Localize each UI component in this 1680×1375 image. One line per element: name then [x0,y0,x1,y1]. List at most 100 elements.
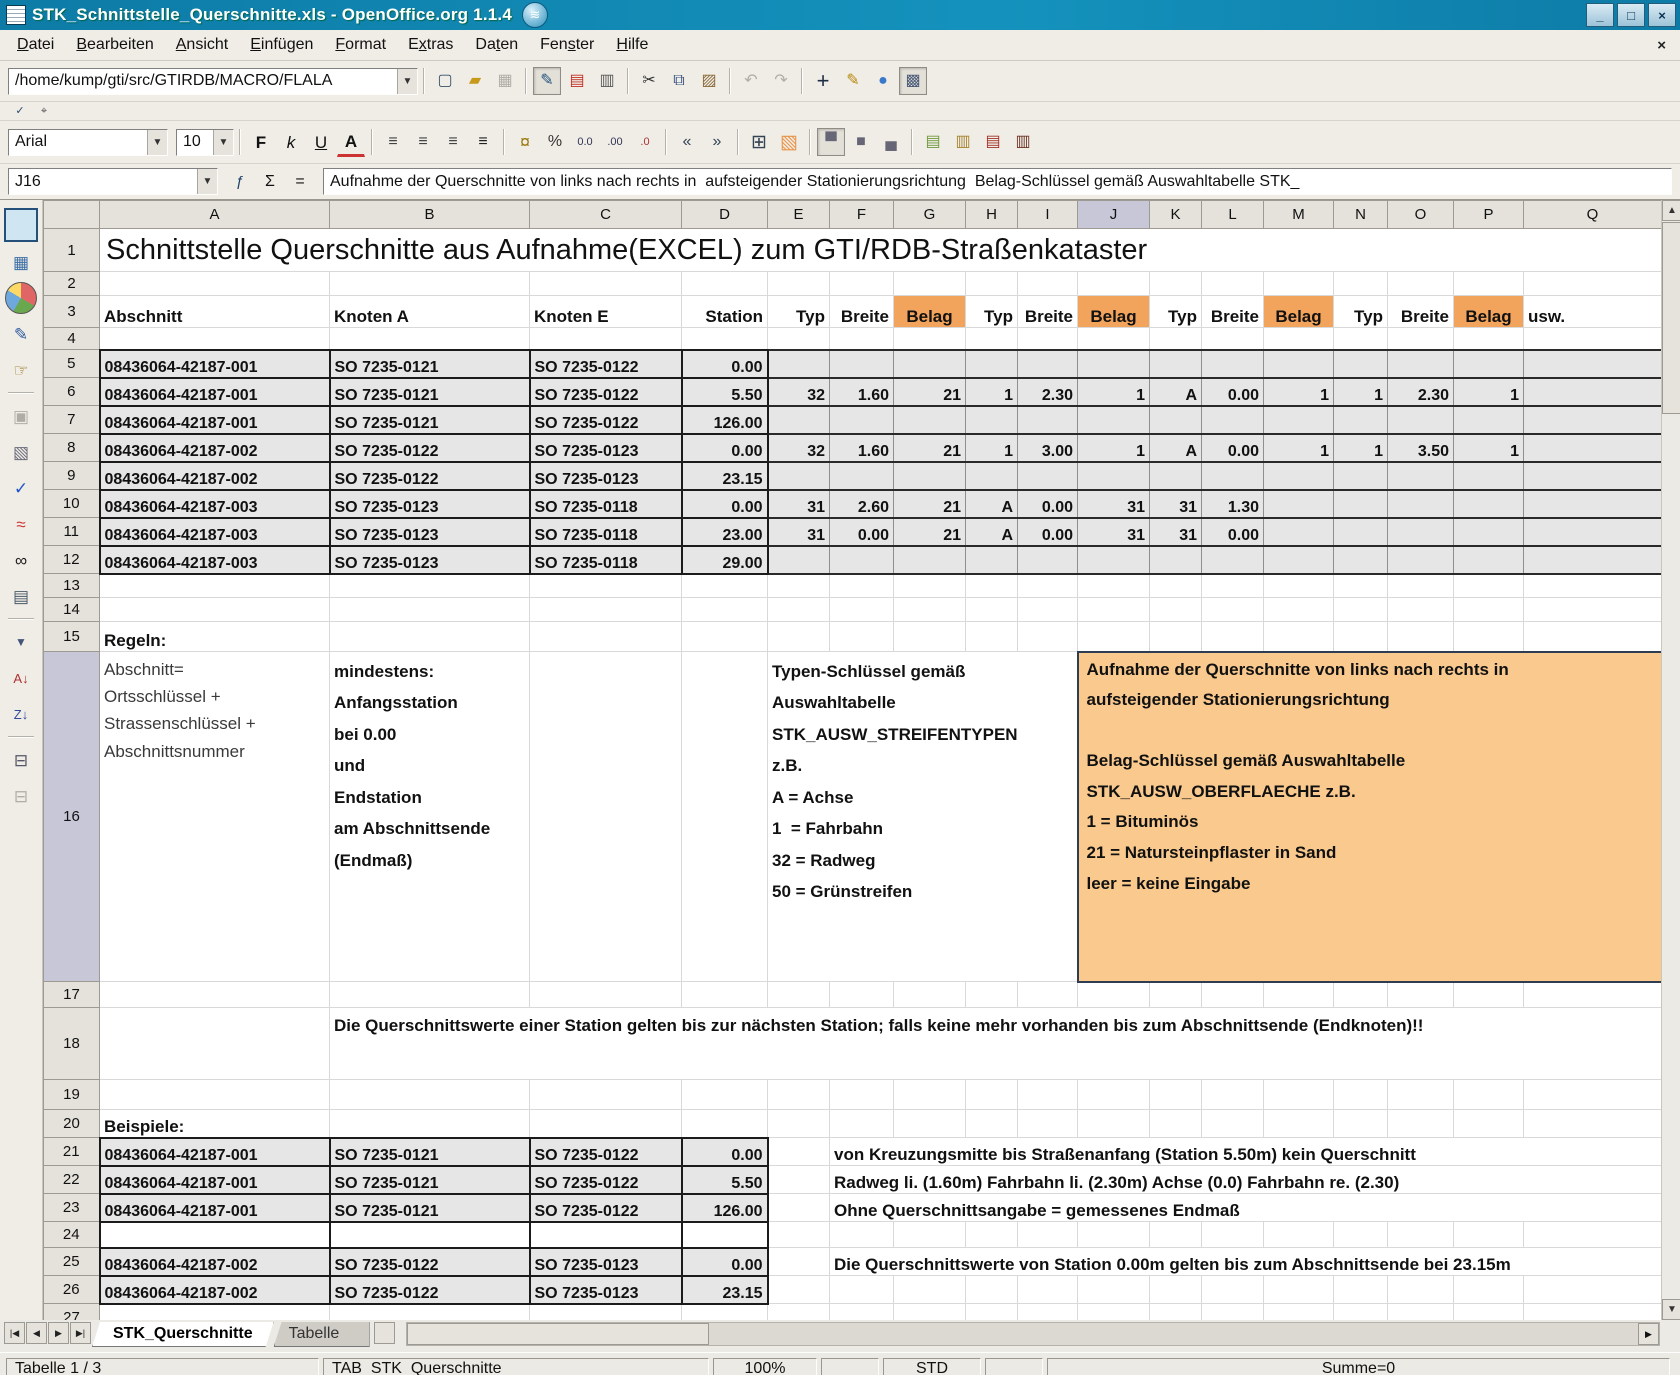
cell-E14[interactable] [767,597,830,622]
cell-Q8[interactable] [1523,432,1661,463]
cell-A3[interactable]: Abschnitt [99,295,330,328]
cell-A15[interactable]: Regeln: [99,621,330,652]
cell-N8[interactable]: 1 [1333,432,1388,463]
cell-O26[interactable] [1387,1275,1454,1304]
cell-O10[interactable] [1387,488,1454,519]
cell-K10[interactable]: 31 [1149,488,1202,519]
cell-M14[interactable] [1263,597,1334,622]
cell-L20[interactable] [1201,1109,1264,1138]
cell-P7[interactable] [1453,404,1524,435]
cell-D23[interactable]: 126.00 [680,1192,769,1223]
cell-E27[interactable] [767,1303,830,1320]
cell-H2[interactable] [965,271,1018,296]
cell-L2[interactable] [1201,271,1264,296]
cell-C12[interactable]: SO 7235-0118 [528,544,683,575]
cell-O3[interactable]: Breite [1387,295,1454,328]
cell-J20[interactable] [1077,1109,1150,1138]
cell-I24[interactable] [1017,1221,1078,1248]
cell-K17[interactable] [1149,981,1202,1008]
cell-Q15[interactable] [1523,621,1661,652]
align-left-icon[interactable]: ≡ [388,133,398,150]
cell-D15[interactable] [681,621,768,652]
url-value[interactable]: /home/kump/gti/src/GTIRDB/MACRO/FLALA [15,72,333,89]
cell-C2[interactable] [529,271,682,296]
cell-M11[interactable] [1263,516,1334,547]
cell-reference-dropdown-icon[interactable]: ▼ [197,169,217,194]
cell-L13[interactable] [1201,573,1264,598]
cell-D24[interactable] [680,1221,769,1248]
cell-Q26[interactable] [1523,1275,1661,1304]
cell-B8[interactable]: SO 7235-0122 [328,432,531,463]
cell-A20[interactable]: Beispiele: [99,1109,330,1138]
row-header-26[interactable]: 26 [43,1275,100,1304]
cell-E5[interactable] [767,348,830,379]
row-header-4[interactable]: 4 [43,327,100,350]
cell-K3[interactable]: Typ [1149,295,1202,328]
cell-Q19[interactable] [1523,1079,1661,1110]
cell-G11[interactable]: 21 [893,516,966,547]
cell-I3[interactable]: Breite [1017,295,1078,328]
cell-N14[interactable] [1333,597,1388,622]
cell-P4[interactable] [1453,327,1524,350]
minimize-button[interactable]: _ [1586,3,1614,27]
align-top-icon[interactable]: ▀ [817,128,845,156]
cell-C20[interactable] [529,1109,682,1138]
cell-I6[interactable]: 2.30 [1017,376,1078,407]
cell-Q5[interactable] [1523,348,1661,379]
cell-B22[interactable]: SO 7235-0121 [328,1164,531,1195]
font-size-dropdown-icon[interactable]: ▼ [213,129,233,155]
cell-B11[interactable]: SO 7235-0123 [328,516,531,547]
cell-P11[interactable] [1453,516,1524,547]
function-wizard-icon[interactable]: ƒ [235,173,245,190]
cell-Q7[interactable] [1523,404,1661,435]
cell-D10[interactable]: 0.00 [680,488,769,519]
number-percent-icon[interactable]: % [547,133,563,150]
cell-G3[interactable]: Belag [893,295,966,328]
cell-H11[interactable]: A [965,516,1018,547]
font-size-value[interactable]: 10 [183,133,201,150]
cell-D14[interactable] [681,597,768,622]
cell-C11[interactable]: SO 7235-0118 [528,516,683,547]
cell-I15[interactable] [1017,621,1078,652]
target-pin-icon[interactable]: ⌖ [40,104,48,117]
url-combobox[interactable]: /home/kump/gti/src/GTIRDB/MACRO/FLALA ▼ [8,67,418,95]
row-header-19[interactable]: 19 [43,1079,100,1110]
grid-corner[interactable] [43,200,100,229]
cell-K9[interactable] [1149,460,1202,491]
cell-P6[interactable]: 1 [1453,376,1524,407]
tab-next-button[interactable]: ▶ [48,1322,69,1344]
menu-datei[interactable]: Datei [17,36,55,53]
cell-Q1[interactable]: Schnittstelle Querschnitte aus Aufnahme(… [99,228,1661,272]
row-header-17[interactable]: 17 [43,981,100,1008]
row-header-24[interactable]: 24 [43,1221,100,1248]
resize-corner[interactable] [1664,1322,1680,1344]
cell-K27[interactable] [1149,1303,1202,1320]
cell-L14[interactable] [1201,597,1264,622]
cell-A9[interactable]: 08436064-42187-002 [98,460,331,491]
row-header-23[interactable]: 23 [43,1193,100,1222]
col-header-N[interactable]: N [1333,200,1388,229]
cell-G20[interactable] [893,1109,966,1138]
cell-G15[interactable] [893,621,966,652]
tab-first-button[interactable]: |◀ [4,1322,25,1344]
formula-input[interactable]: Aufnahme der Querschnitte von links nach… [323,168,1672,195]
cell-F24[interactable] [829,1221,894,1248]
cell-F7[interactable] [829,404,894,435]
close-button[interactable]: × [1648,3,1676,27]
scroll-right-icon[interactable]: ▶ [1638,1323,1659,1345]
sum-icon[interactable]: Σ [265,172,275,190]
cell-H12[interactable] [965,544,1018,575]
cell-C13[interactable] [529,573,682,598]
cell-M2[interactable] [1263,271,1334,296]
cell-I7[interactable] [1017,404,1078,435]
cell-D8[interactable]: 0.00 [680,432,769,463]
cell-M12[interactable] [1263,544,1334,575]
row-header-9[interactable]: 9 [43,461,100,490]
cell-D11[interactable]: 23.00 [680,516,769,547]
row-header-16[interactable]: 16 [43,651,100,982]
cell-H10[interactable]: A [965,488,1018,519]
cell-J3[interactable]: Belag [1077,295,1150,328]
cell-L26[interactable] [1201,1275,1264,1304]
cell-A10[interactable]: 08436064-42187-003 [98,488,331,519]
row-header-27[interactable]: 27 [43,1303,100,1320]
